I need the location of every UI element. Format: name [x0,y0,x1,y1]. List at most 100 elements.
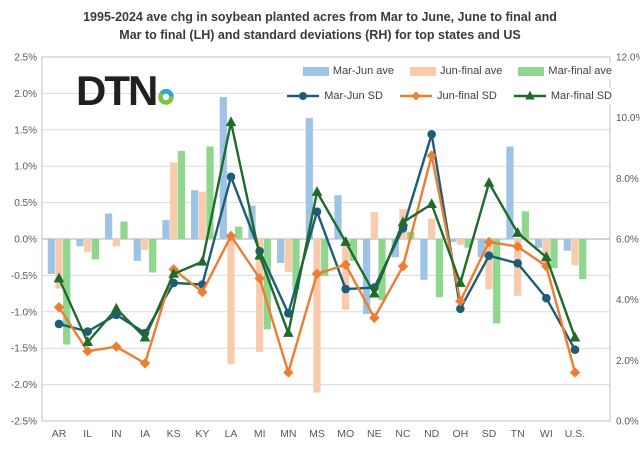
bar-jun-final-ave [485,239,493,290]
marker-triangle [225,116,237,127]
bar-mar-final-ave [235,226,243,239]
marker-diamond [340,259,351,270]
category-label: AR [52,428,67,440]
legend-label: Jun-final ave [440,65,503,77]
bar-mar-jun-ave [105,213,113,239]
bar-mar-jun-ave [477,239,485,258]
bar-mar-final-ave [579,239,587,280]
bar-jun-final-ave [256,239,264,352]
left-axis-label: -2.0% [11,380,37,391]
left-axis-label: 0.5% [14,198,37,209]
bar-jun-final-ave [198,191,206,239]
category-label: MI [254,428,266,440]
bar-jun-final-ave [428,218,436,239]
marker-triangle [455,277,466,287]
marker-diamond [283,367,294,378]
bar-mar-final-ave [63,239,71,345]
marker-circle [226,172,236,182]
marker-triangle [512,227,523,237]
dtn-logo: DTN [76,70,175,112]
bar-mar-jun-ave [162,220,170,239]
bar-mar-jun-ave [506,146,514,239]
bar-mar-jun-ave [363,239,371,314]
legend-item-jun-final-ave: Jun-final ave [410,65,502,77]
category-label: NC [395,428,411,440]
marker-diamond [197,286,208,298]
bar-mar-final-ave [149,239,157,273]
left-axis-label: -1.0% [11,307,37,318]
bar-mar-jun-ave [76,239,84,247]
right-axis-label: 8.0% [616,174,639,185]
category-label: U.S. [565,428,585,440]
marker-triangle [168,267,179,278]
bar-mar-final-ave [206,146,214,239]
marker-diamond [82,346,93,357]
bar-jun-final-ave [55,239,63,289]
bar-jun-final-ave [141,239,149,250]
marker-triangle [111,302,122,313]
marker-triangle [483,176,495,187]
legend-item-mar-final-sd: Mar-final SD [513,90,612,102]
bar-mar-final-ave [321,239,329,277]
bar-mar-final-ave [120,221,128,239]
marker-circle [542,293,551,303]
marker-circle [312,207,322,216]
bar-jun-final-ave [313,239,321,393]
marker-diamond [455,295,466,307]
bar-mar-jun-ave [420,239,428,280]
left-axis-label: 1.0% [14,162,37,173]
marker-diamond [311,268,323,280]
right-axis-label: 4.0% [616,295,639,306]
bar-mar-final-ave [292,239,300,290]
category-label: OH [452,428,468,440]
marker-diamond [53,302,65,313]
left-axis-label: 0.0% [14,235,37,246]
bar-mar-jun-ave [219,97,227,239]
marker-diamond [369,312,380,324]
bar-jun-final-ave [84,239,92,253]
legend-item-jun-final-sd: Jun-final SD [399,90,497,102]
bar-mar-final-ave [263,239,271,330]
marker-triangle [369,287,380,298]
marker-circle [456,304,465,314]
legend-swatch-bar [302,66,329,76]
category-label: TN [511,428,525,440]
bar-mar-final-ave [435,239,443,298]
marker-circle [341,284,350,294]
right-axis-label: 6.0% [616,235,639,246]
marker-triangle [283,327,294,337]
bar-jun-final-ave [170,162,178,239]
bar-mar-final-ave [349,239,357,261]
marker-diamond [139,358,151,369]
marker-triangle [426,198,437,209]
category-label: MS [309,428,325,440]
marker-triangle [254,249,265,260]
right-axis-label: 10.0% [616,113,640,124]
bar-mar-final-ave [521,211,529,239]
bar-mar-final-ave [550,239,558,269]
left-axis-label: -2.5% [11,417,37,428]
bar-mar-jun-ave [133,239,141,261]
bar-jun-final-ave [342,239,350,310]
marker-triangle [53,272,65,283]
bar-mar-jun-ave [449,239,457,242]
plot-border [41,56,611,422]
category-label: IA [140,428,150,440]
bar-mar-final-ave [177,150,185,239]
marker-diamond [397,261,409,272]
bar-jun-final-ave [227,239,235,365]
left-axis-label: -1.5% [11,344,37,355]
legend-item-mar-jun-sd: Mar-Jun SD [286,90,383,102]
marker-diamond [541,261,552,272]
category-label: MO [337,428,354,440]
bar-mar-jun-ave [535,239,543,248]
category-label: KY [195,428,209,440]
chart-legend: Mar-Jun ave Jun-final ave Mar-final ave Ma… [284,63,614,104]
marker-circle [570,345,580,355]
bar-mar-final-ave [91,239,99,260]
legend-label: Jun-final SD [436,90,497,102]
bar-jun-final-ave [571,239,579,266]
left-axis-label: -0.5% [11,271,37,282]
legend-label: Mar-final SD [550,90,612,102]
